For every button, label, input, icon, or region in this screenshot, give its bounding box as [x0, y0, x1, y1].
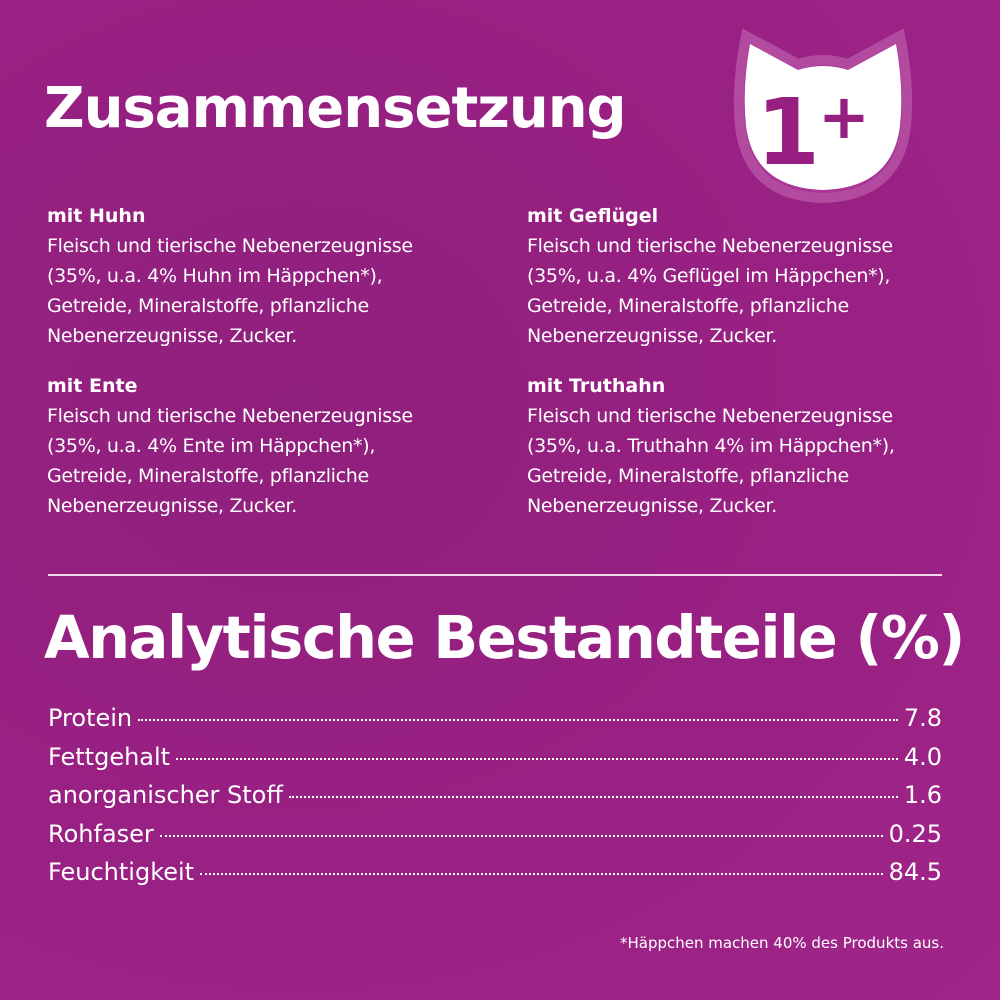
row-label: Protein — [48, 704, 133, 732]
row-value: 1.6 — [903, 781, 942, 809]
section-body: Fleisch und tierische Nebenerzeugnisse (… — [47, 235, 413, 347]
table-row: Feuchtigkeit 84.5 — [48, 858, 942, 897]
row-value: 84.5 — [888, 858, 942, 886]
analysis-table: Protein 7.8 Fettgehalt 4.0 anorganischer S… — [48, 704, 942, 897]
composition-section-ente: mit Ente Fleisch und tierische Nebenerze… — [47, 371, 497, 521]
divider — [48, 574, 942, 576]
dot-leader — [176, 757, 898, 760]
analysis-title: Analytische Bestandteile (%) — [44, 603, 965, 672]
composition-title: Zusammensetzung — [44, 76, 627, 141]
dot-leader — [138, 719, 898, 721]
svg-text:+: + — [818, 80, 870, 153]
dot-leader — [159, 834, 883, 837]
dot-leader — [288, 796, 898, 798]
section-body: Fleisch und tierische Nebenerzeugnisse (… — [527, 235, 893, 347]
section-title: mit Ente — [47, 375, 138, 397]
row-label: Fettgehalt — [48, 742, 171, 771]
row-value: 0.25 — [888, 819, 942, 848]
table-row: anorganischer Stoff 1.6 — [48, 781, 942, 820]
badge-text: 1 — [756, 79, 820, 186]
composition-section-truthahn: mit Truthahn Fleisch und tierische Neben… — [527, 371, 977, 521]
section-title: mit Truthahn — [527, 375, 666, 397]
row-label: Rohfaser — [48, 819, 154, 848]
cat-head-icon: 1 + — [733, 28, 913, 204]
footnote: *Häppchen machen 40% des Produkts aus. — [619, 934, 944, 952]
dot-leader — [200, 873, 883, 875]
composition-section-huhn: mit Huhn Fleisch und tierische Nebenerze… — [47, 201, 497, 351]
row-label: anorganischer Stoff — [48, 781, 283, 809]
section-title: mit Huhn — [47, 205, 146, 227]
section-title: mit Geflügel — [527, 205, 659, 227]
section-body: Fleisch und tierische Nebenerzeugnisse (… — [527, 405, 895, 517]
table-row: Fettgehalt 4.0 — [48, 743, 942, 782]
row-value: 7.8 — [903, 704, 942, 732]
table-row: Rohfaser 0.25 — [48, 820, 942, 859]
row-value: 4.0 — [903, 742, 942, 771]
row-label: Feuchtigkeit — [48, 858, 195, 886]
composition-section-gefluegel: mit Geflügel Fleisch und tierische Neben… — [527, 201, 977, 351]
table-row: Protein 7.8 — [48, 704, 942, 743]
section-body: Fleisch und tierische Nebenerzeugnisse (… — [47, 405, 413, 517]
